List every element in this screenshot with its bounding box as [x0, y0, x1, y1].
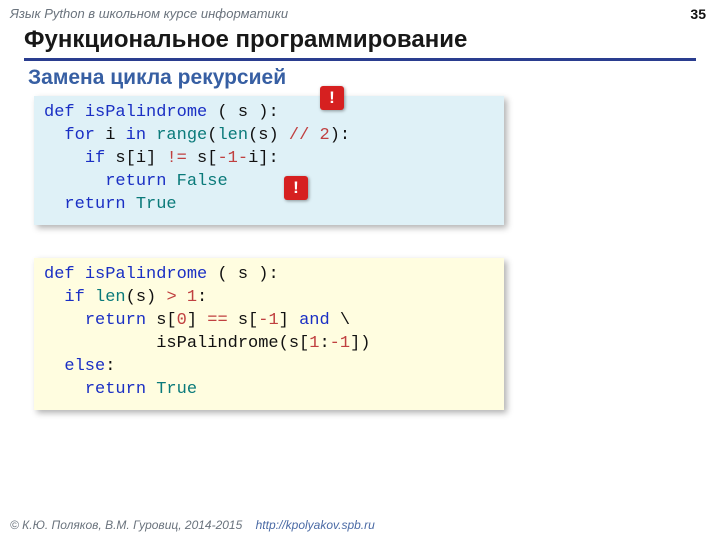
code-block-recursive: def isPalindrome ( s ): if len(s) > 1: r…	[34, 258, 504, 410]
code-block-iterative: def isPalindrome ( s ): for i in range(l…	[34, 96, 504, 225]
attention-badge: !	[284, 176, 308, 200]
course-label: Язык Python в школьном курсе информатики	[10, 6, 288, 21]
attention-badge: !	[320, 86, 344, 110]
footer-link[interactable]: http://kpolyakov.spb.ru	[256, 518, 375, 532]
slide-title: Функциональное программирование	[24, 26, 696, 61]
page-number: 35	[690, 6, 706, 22]
footer: © К.Ю. Поляков, В.М. Гуровиц, 2014-2015 …	[10, 518, 375, 532]
copyright: © К.Ю. Поляков, В.М. Гуровиц, 2014-2015	[10, 518, 242, 532]
slide-subtitle: Замена цикла рекурсией	[28, 66, 286, 90]
